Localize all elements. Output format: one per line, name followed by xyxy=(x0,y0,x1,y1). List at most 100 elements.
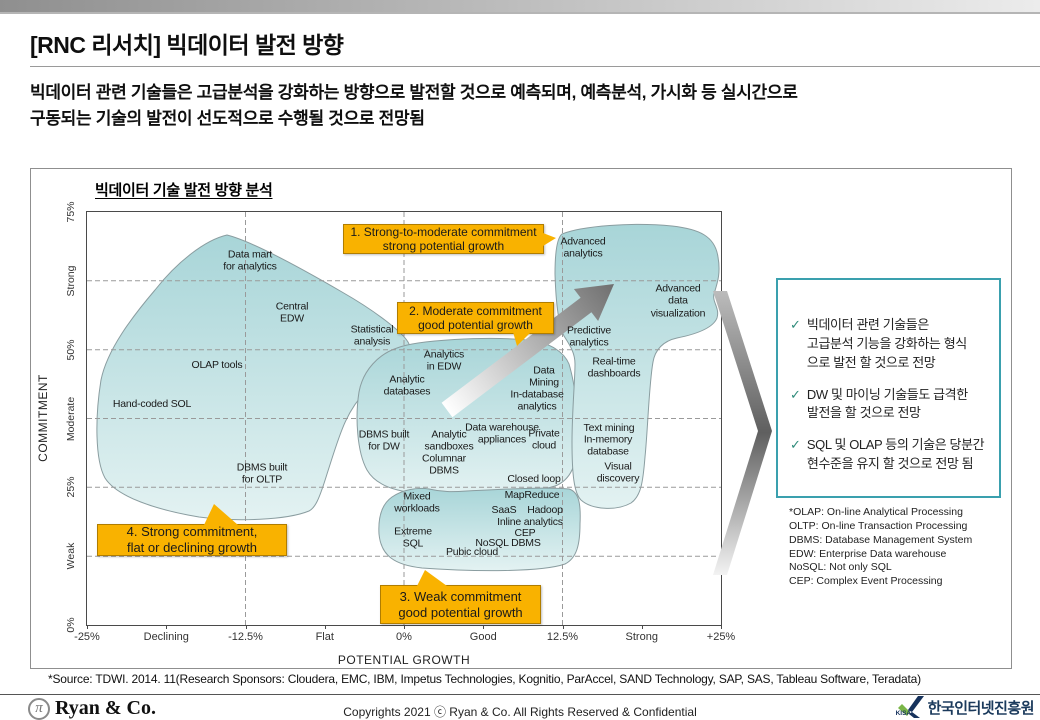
gridlines xyxy=(87,212,721,625)
callout-pointer-up-icon xyxy=(417,570,447,586)
glossary-line: *OLAP: On-line Analytical Processing xyxy=(789,506,963,518)
y-axis-label: Weak xyxy=(65,542,77,570)
glossary-line: CEP: Complex Event Processing xyxy=(789,575,943,588)
callout-weak: 3. Weak commitment good potential growth xyxy=(380,570,541,624)
tech-label: Closed loop xyxy=(507,472,561,485)
tech-label: Advanced data visualization xyxy=(650,282,706,320)
callout-strong-to-moderate: 1. Strong-to-moderate commitment strong … xyxy=(343,224,556,254)
tech-label: Pubic cloud xyxy=(445,545,499,558)
tech-label: In-memory database xyxy=(583,433,633,458)
x-axis-tick xyxy=(721,625,722,629)
x-axis-label: -25% xyxy=(74,631,100,643)
kisa-name: 한국인터넷진흥원 xyxy=(927,699,1035,717)
trend-arrow xyxy=(441,284,614,418)
tech-label: Mixed workloads xyxy=(394,490,440,515)
y-axis-label: Moderate xyxy=(65,396,77,441)
tech-label: Real-time dashboards xyxy=(587,355,641,380)
glossary: *OLAP: On-line Analytical Processing OLTP… xyxy=(789,506,1004,589)
x-axis-label: +25% xyxy=(706,631,736,643)
chevron-right-icon xyxy=(713,291,772,575)
pi-logo-icon: π xyxy=(28,697,50,720)
tech-label: Columnar DBMS xyxy=(422,452,466,477)
slide-title: [RNC 리서치] 빅데이터 발전 방향 xyxy=(30,32,344,58)
tech-label: Central EDW xyxy=(275,300,309,325)
kisa-logo: KISA 한국인터넷진흥원 xyxy=(895,696,1035,718)
x-axis-label: Strong xyxy=(625,631,658,643)
region-blob-left xyxy=(96,234,410,521)
tech-label: Visual discovery xyxy=(596,460,640,485)
plot-area: 1. Strong-to-moderate commitment strong … xyxy=(36,201,735,667)
callout-pointer-up-icon xyxy=(204,504,238,525)
insight-item: ✓ SQL 및 OLAP 등의 기술은 당분간 현수준을 유지 할 것으로 전망 … xyxy=(790,436,987,474)
checkmark-icon: ✓ xyxy=(790,386,801,402)
tech-label: In-database analytics xyxy=(510,388,564,413)
tech-label: CEP xyxy=(514,526,536,539)
y-axis-label: 25% xyxy=(65,476,77,498)
callout-text: 4. Strong commitment, flat or declining … xyxy=(126,524,258,555)
source-note: *Source: TDWI. 2014. 11(Research Sponsor… xyxy=(48,672,921,686)
x-axis-label: -12.5% xyxy=(228,631,263,643)
x-axis-tick xyxy=(245,625,247,629)
footer-divider xyxy=(0,694,1040,695)
y-axis-label: 0% xyxy=(65,617,77,633)
tech-label: Analytic sandboxes xyxy=(424,428,474,453)
chart-container: 빅데이터 기술 발전 방향 분석 xyxy=(30,168,1012,669)
tech-label: Extreme SQL xyxy=(394,525,432,550)
kisa-abbr: KISA xyxy=(895,710,912,717)
x-axis-label: Flat xyxy=(315,631,334,643)
tech-label: Data mart for analytics xyxy=(223,248,277,273)
regions-arrow-grid-svg xyxy=(87,212,721,625)
callout-pointer-down-icon xyxy=(513,332,531,346)
tech-label: Private cloud xyxy=(528,427,560,452)
y-axis-label: 50% xyxy=(65,339,77,361)
callout-text: 1. Strong-to-moderate commitment strong … xyxy=(350,224,537,253)
kisa-mark-icon: KISA xyxy=(895,696,924,718)
callout-moderate: 2. Moderate commitment good potential gr… xyxy=(397,302,554,346)
callout-pointer-right-icon xyxy=(543,233,556,246)
x-axis-tick xyxy=(562,625,564,629)
x-axis-tick xyxy=(87,625,88,629)
tech-label: Analytic databases xyxy=(383,373,431,398)
insight-item: ✓ 빅데이터 관련 기술들은 고급분석 기능을 강화하는 형식 으로 발전 할 것… xyxy=(790,316,987,373)
company-name: Ryan & Co. xyxy=(55,697,156,719)
region-blob-middle xyxy=(356,337,579,496)
tech-label: Hand-coded SOL xyxy=(112,397,192,410)
x-axis-title: POTENTIAL GROWTH xyxy=(337,653,471,667)
title-divider xyxy=(30,66,1040,67)
tech-label: Inline analytics xyxy=(497,515,563,528)
tech-label: Advanced analytics xyxy=(560,235,606,260)
callout-strong-flat: 4. Strong commitment, flat or declining … xyxy=(97,504,287,556)
tech-label: DBMS built for DW xyxy=(358,428,410,453)
insight-text: 빅데이터 관련 기술들은 고급분석 기능을 강화하는 형식 으로 발전 할 것으… xyxy=(806,317,967,370)
checkmark-icon: ✓ xyxy=(790,317,801,332)
x-axis-tick xyxy=(404,625,405,629)
glossary-line: EDW: Enterprise Data warehouse xyxy=(789,547,947,560)
glossary-line: DBMS: Database Management System xyxy=(789,533,973,546)
callout-text: 3. Weak commitment good potential growth xyxy=(398,588,523,620)
insight-text: SQL 및 OLAP 등의 기술은 당분간 현수준을 유지 할 것으로 전망 됨 xyxy=(806,437,985,472)
callout-text: 2. Moderate commitment good potential gr… xyxy=(409,303,542,332)
region-blob-bottom xyxy=(378,487,581,572)
x-axis-label: Good xyxy=(469,631,497,643)
tech-label: Hadoop xyxy=(527,503,563,516)
tech-label: Statistical analysis xyxy=(350,323,394,348)
x-axis-label: 0% xyxy=(396,631,412,643)
insight-box: ✓ 빅데이터 관련 기술들은 고급분석 기능을 강화하는 형식 으로 발전 할 것… xyxy=(776,278,1001,498)
y-axis-label: Strong xyxy=(65,265,77,297)
insight-text: DW 및 마이닝 기술들도 급격한 발전을 할 것으로 전망 xyxy=(806,386,968,421)
insight-item: ✓ DW 및 마이닝 기술들도 급격한 발전을 할 것으로 전망 xyxy=(790,386,987,424)
x-axis-tick xyxy=(483,625,485,629)
tech-label: Text mining xyxy=(583,421,635,434)
glossary-line: NoSQL: Not only SQL xyxy=(789,561,892,574)
tech-label: Data warehouse appliances xyxy=(465,421,539,446)
tech-label: SaaS xyxy=(491,503,517,516)
company-logo: π Ryan & Co. xyxy=(28,697,156,720)
tech-label: Predictive analytics xyxy=(566,324,612,349)
copyright-text: Copyrights 2021 ⓒ Ryan & Co. All Rights … xyxy=(343,705,697,719)
glossary-line: OLTP: On-line Transaction Processing xyxy=(789,519,968,532)
y-axis-title: COMMITMENT xyxy=(36,374,50,462)
checkmark-icon: ✓ xyxy=(790,437,801,453)
chart-title: 빅데이터 기술 발전 방향 분석 xyxy=(95,182,273,199)
x-axis-tick xyxy=(166,625,168,629)
